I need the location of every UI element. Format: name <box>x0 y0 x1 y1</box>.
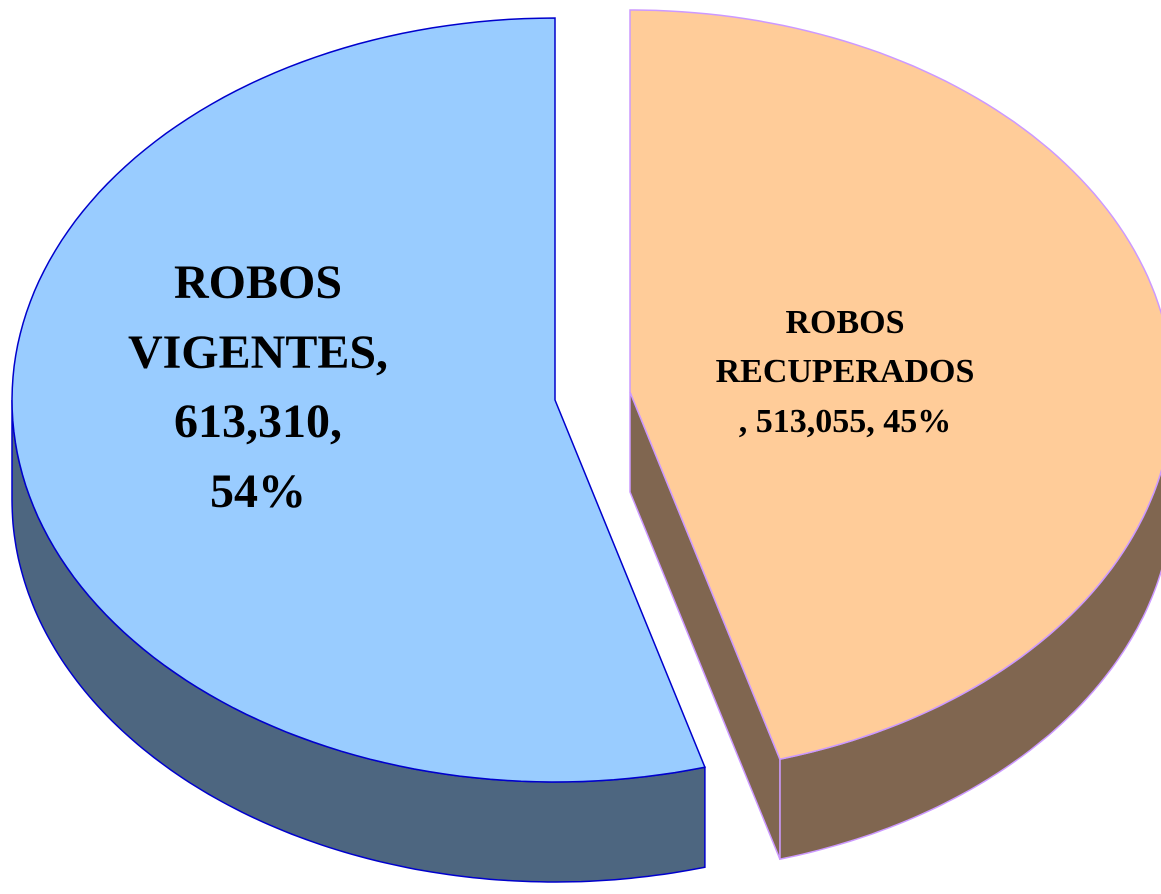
label-percent: 45% <box>883 402 952 440</box>
data-label: ROBOS RECUPERADOS , 513,055, 45% <box>705 298 985 446</box>
label-separator: , <box>376 325 389 379</box>
label-value: 613,310 <box>174 395 330 449</box>
label-separator: , <box>866 402 875 440</box>
slice <box>11 17 706 783</box>
label-category: ROBOS VIGENTES <box>127 256 377 379</box>
label-value: 513,055 <box>755 402 867 440</box>
label-separator: , <box>738 402 748 440</box>
label-category: ROBOS RECUPERADOS <box>715 304 975 391</box>
slice <box>629 9 1161 761</box>
label-percent: 54% <box>210 464 306 518</box>
label-separator: , <box>330 395 342 449</box>
data-label: ROBOS VIGENTES, 613,310, 54% <box>108 248 408 526</box>
